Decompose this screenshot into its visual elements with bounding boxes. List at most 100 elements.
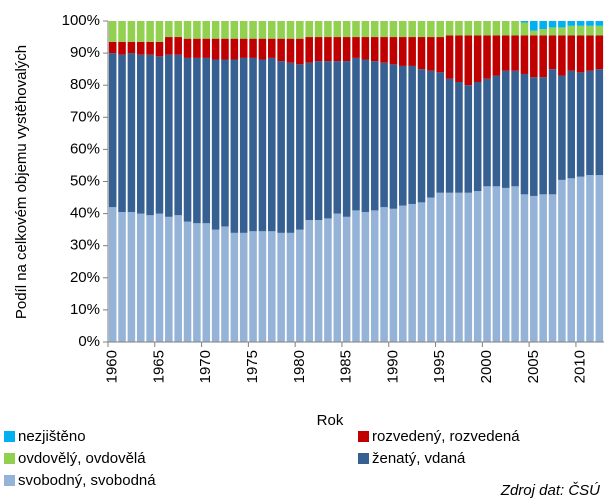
legend-swatch bbox=[358, 453, 369, 464]
source: Zdroj dat: ČSÚ bbox=[500, 482, 600, 499]
bar-segment bbox=[108, 207, 117, 342]
x-tick-label: 2005 bbox=[525, 350, 542, 383]
bar-segment bbox=[511, 21, 519, 36]
x-tick-label: 1990 bbox=[384, 350, 401, 383]
bar-segment bbox=[249, 21, 257, 39]
bar-segment bbox=[165, 216, 173, 342]
bar-segment bbox=[558, 35, 566, 76]
bar-segment bbox=[417, 21, 426, 38]
bar-segment bbox=[258, 38, 267, 60]
bar-segment bbox=[314, 21, 323, 38]
bar-segment bbox=[118, 21, 126, 42]
x-tick-label: 1995 bbox=[431, 350, 448, 383]
bar-segment bbox=[136, 41, 145, 55]
bar-segment bbox=[473, 191, 482, 342]
x-tick-label: 1975 bbox=[244, 350, 261, 383]
bar-segment bbox=[296, 21, 304, 39]
x-tick-label: 1960 bbox=[104, 350, 121, 383]
bar-segment bbox=[136, 54, 145, 214]
legend-label: ovdovělý, ovdovělá bbox=[18, 450, 146, 467]
legend-label: rozvedený, rozvedená bbox=[372, 428, 520, 445]
bar-segment bbox=[202, 57, 211, 224]
bar-segment bbox=[267, 21, 276, 39]
bar-segment bbox=[342, 61, 351, 217]
y-tick-label: 80% bbox=[70, 76, 100, 93]
bar-segment bbox=[548, 27, 557, 36]
bar-segment bbox=[118, 211, 126, 342]
bar-segment bbox=[239, 21, 248, 39]
bar-segment bbox=[239, 232, 248, 342]
x-tick-label: 2000 bbox=[478, 350, 495, 383]
bar-segment bbox=[464, 35, 473, 86]
bar-segment bbox=[576, 21, 585, 26]
bar-segment bbox=[483, 78, 491, 187]
bar-segment bbox=[193, 38, 201, 58]
bar-segment bbox=[183, 57, 192, 222]
bar-segment bbox=[417, 37, 426, 70]
bar-segment bbox=[108, 53, 117, 208]
bar-segment bbox=[436, 192, 445, 342]
bar-segment bbox=[370, 61, 379, 211]
y-tick-label: 100% bbox=[62, 12, 100, 29]
bar-segment bbox=[530, 21, 538, 31]
bar-segment bbox=[539, 21, 547, 30]
bar-segment bbox=[174, 37, 182, 55]
bar-segment bbox=[342, 37, 351, 62]
bar-segment bbox=[492, 35, 501, 76]
bar-segment bbox=[333, 213, 342, 342]
bar-segment bbox=[370, 37, 379, 62]
bar-segment bbox=[314, 220, 323, 342]
bar-segment bbox=[352, 57, 360, 211]
bar-segment bbox=[483, 186, 491, 342]
bar-segment bbox=[408, 21, 416, 38]
bar-segment bbox=[286, 232, 295, 342]
bar-segment bbox=[136, 21, 145, 42]
bar-segment bbox=[548, 35, 557, 70]
bar-segment bbox=[464, 85, 473, 193]
y-tick-label: 70% bbox=[70, 108, 100, 125]
bar-segment bbox=[370, 21, 379, 38]
bar-segment bbox=[211, 59, 220, 230]
bar-segment bbox=[483, 21, 491, 36]
bar-segment bbox=[361, 59, 370, 212]
bar-segment bbox=[193, 21, 201, 39]
bar-segment bbox=[155, 213, 164, 342]
bar-segment bbox=[436, 21, 445, 38]
bar-segment bbox=[183, 38, 192, 58]
y-tick-label: 0% bbox=[78, 333, 100, 350]
bar-segment bbox=[230, 232, 239, 342]
bar-segment bbox=[314, 37, 323, 62]
bar-segment bbox=[380, 21, 388, 38]
bar-segment bbox=[520, 35, 529, 74]
bar-segment bbox=[211, 229, 220, 342]
bar-segment bbox=[183, 221, 192, 342]
bar-segment bbox=[127, 211, 136, 342]
bar-segment bbox=[567, 178, 576, 342]
bar-segment bbox=[146, 54, 154, 216]
y-tick-label: 20% bbox=[70, 269, 100, 286]
bar-segment bbox=[539, 35, 547, 78]
bar-segment bbox=[230, 38, 239, 60]
bar-segment bbox=[501, 187, 510, 342]
bar-segment bbox=[202, 21, 211, 39]
bar-segment bbox=[408, 37, 416, 66]
bar-segment bbox=[239, 57, 248, 233]
bar-segment bbox=[530, 77, 538, 196]
bar-segment bbox=[511, 70, 519, 187]
bar-segment bbox=[520, 21, 529, 23]
bar-segment bbox=[520, 73, 529, 195]
bar-segment bbox=[221, 21, 229, 39]
bar-segment bbox=[146, 215, 154, 342]
bar-segment bbox=[389, 64, 398, 209]
bar-segment bbox=[548, 21, 557, 28]
bar-segment bbox=[324, 21, 332, 38]
bar-segment bbox=[146, 21, 154, 42]
bar-segment bbox=[530, 35, 538, 78]
legend-swatch bbox=[358, 431, 369, 442]
bar-segment bbox=[108, 41, 117, 54]
bar-segment bbox=[473, 35, 482, 82]
bar-segment bbox=[211, 38, 220, 60]
bar-segment bbox=[230, 59, 239, 233]
bar-segment bbox=[380, 207, 388, 342]
